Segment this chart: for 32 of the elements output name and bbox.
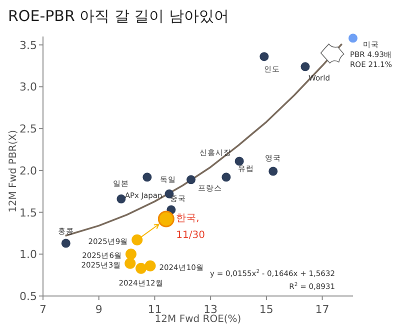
- point: [348, 34, 358, 43]
- point: [260, 52, 269, 62]
- annotation: 한국, 11/30: [176, 212, 205, 241]
- y-tick-label: 2.0: [20, 164, 37, 178]
- x-axis-title: 12M Fwd ROE(%): [154, 314, 242, 325]
- point: [136, 262, 147, 274]
- point: [186, 175, 196, 184]
- x-tick-label: 7: [40, 303, 46, 316]
- y-tick-label: 3.5: [20, 38, 37, 52]
- point: [116, 194, 126, 204]
- y-tick-label: 1.5: [20, 206, 37, 220]
- x-tick-label: 11: [148, 303, 162, 316]
- point: [132, 234, 143, 246]
- x-tick-label: 13: [204, 303, 218, 316]
- point: [142, 172, 152, 182]
- y-axis-title: 12M Fwd PBR(X): [8, 130, 19, 212]
- point: [222, 172, 231, 182]
- y-tick-label: 3.0: [20, 80, 37, 94]
- y-tick-label: 2.5: [20, 122, 37, 136]
- x-tick-label: 15: [259, 303, 274, 316]
- x-tick-label: 17: [315, 303, 330, 316]
- point: [125, 248, 136, 260]
- point: [300, 62, 310, 72]
- y-tick-label: 1.0: [20, 248, 37, 262]
- point: [234, 156, 244, 166]
- x-tick-label: 9: [95, 303, 102, 316]
- y-tick-label: 0.5: [20, 290, 37, 303]
- point: [268, 166, 278, 176]
- chart-title: ROE-PBR 아직 갈 길이 남아있어: [8, 7, 229, 25]
- point: [144, 260, 156, 272]
- point: [124, 258, 136, 269]
- point: [61, 238, 70, 248]
